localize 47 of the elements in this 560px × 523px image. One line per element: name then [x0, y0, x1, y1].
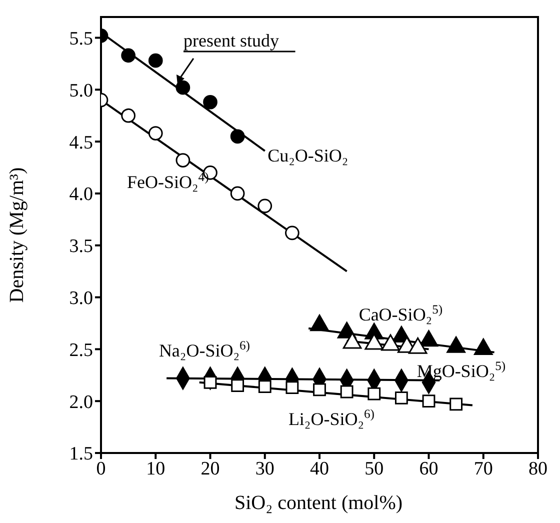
point [204, 376, 217, 389]
y-tick-label: 2.5 [69, 340, 93, 361]
series-label: CaO-SiO₂$^{5)}$ [358, 302, 443, 325]
point [203, 94, 218, 110]
y-tick-label: 1.5 [69, 444, 93, 465]
y-tick-label: 5.0 [69, 80, 93, 102]
x-tick-label: 60 [419, 458, 438, 480]
series-label: FeO-SiO₂$^{4)}$ [127, 170, 209, 192]
series-label: Cu₂O-SiO₂ [268, 145, 348, 166]
y-tick-label: 3.5 [69, 236, 93, 258]
x-tick-label: 10 [146, 458, 166, 480]
y-tick-label: 4.5 [69, 132, 93, 154]
x-tick-label: 70 [474, 458, 493, 480]
point [230, 129, 245, 144]
y-tick-label: 4.0 [69, 184, 93, 206]
x-tick-label: 80 [528, 458, 548, 480]
x-axis-title: SiO₂ content (mol%) [234, 492, 403, 514]
point [121, 108, 136, 123]
x-tick-label: 50 [364, 458, 384, 480]
point [176, 153, 190, 168]
point [313, 383, 326, 396]
y-tick-label: 2.0 [69, 392, 93, 413]
point [121, 48, 136, 63]
point [286, 381, 299, 394]
point [450, 398, 463, 411]
point [258, 198, 272, 214]
point [340, 385, 354, 398]
x-tick-label: 40 [310, 458, 329, 480]
point [176, 80, 190, 95]
point [230, 186, 245, 201]
y-tick-label: 3.0 [69, 288, 93, 310]
point [258, 380, 272, 394]
x-tick-label: 0 [96, 458, 106, 480]
point [394, 392, 408, 404]
point [422, 394, 436, 408]
series-label: Na₂O-SiO₂$^{6)}$ [158, 338, 250, 360]
point [148, 126, 163, 140]
x-tick-label: 20 [200, 458, 220, 480]
x-tick-label: 30 [255, 458, 274, 480]
y-tick-label: 5.5 [69, 28, 93, 50]
annotation: present study [183, 30, 279, 50]
y-axis-title: Density (Mg/m³) [6, 167, 28, 303]
point [285, 226, 300, 240]
point [148, 53, 163, 68]
series-label: Li₂O-SiO₂$^{6)}$ [288, 406, 374, 429]
point [368, 387, 381, 400]
point [231, 379, 244, 392]
